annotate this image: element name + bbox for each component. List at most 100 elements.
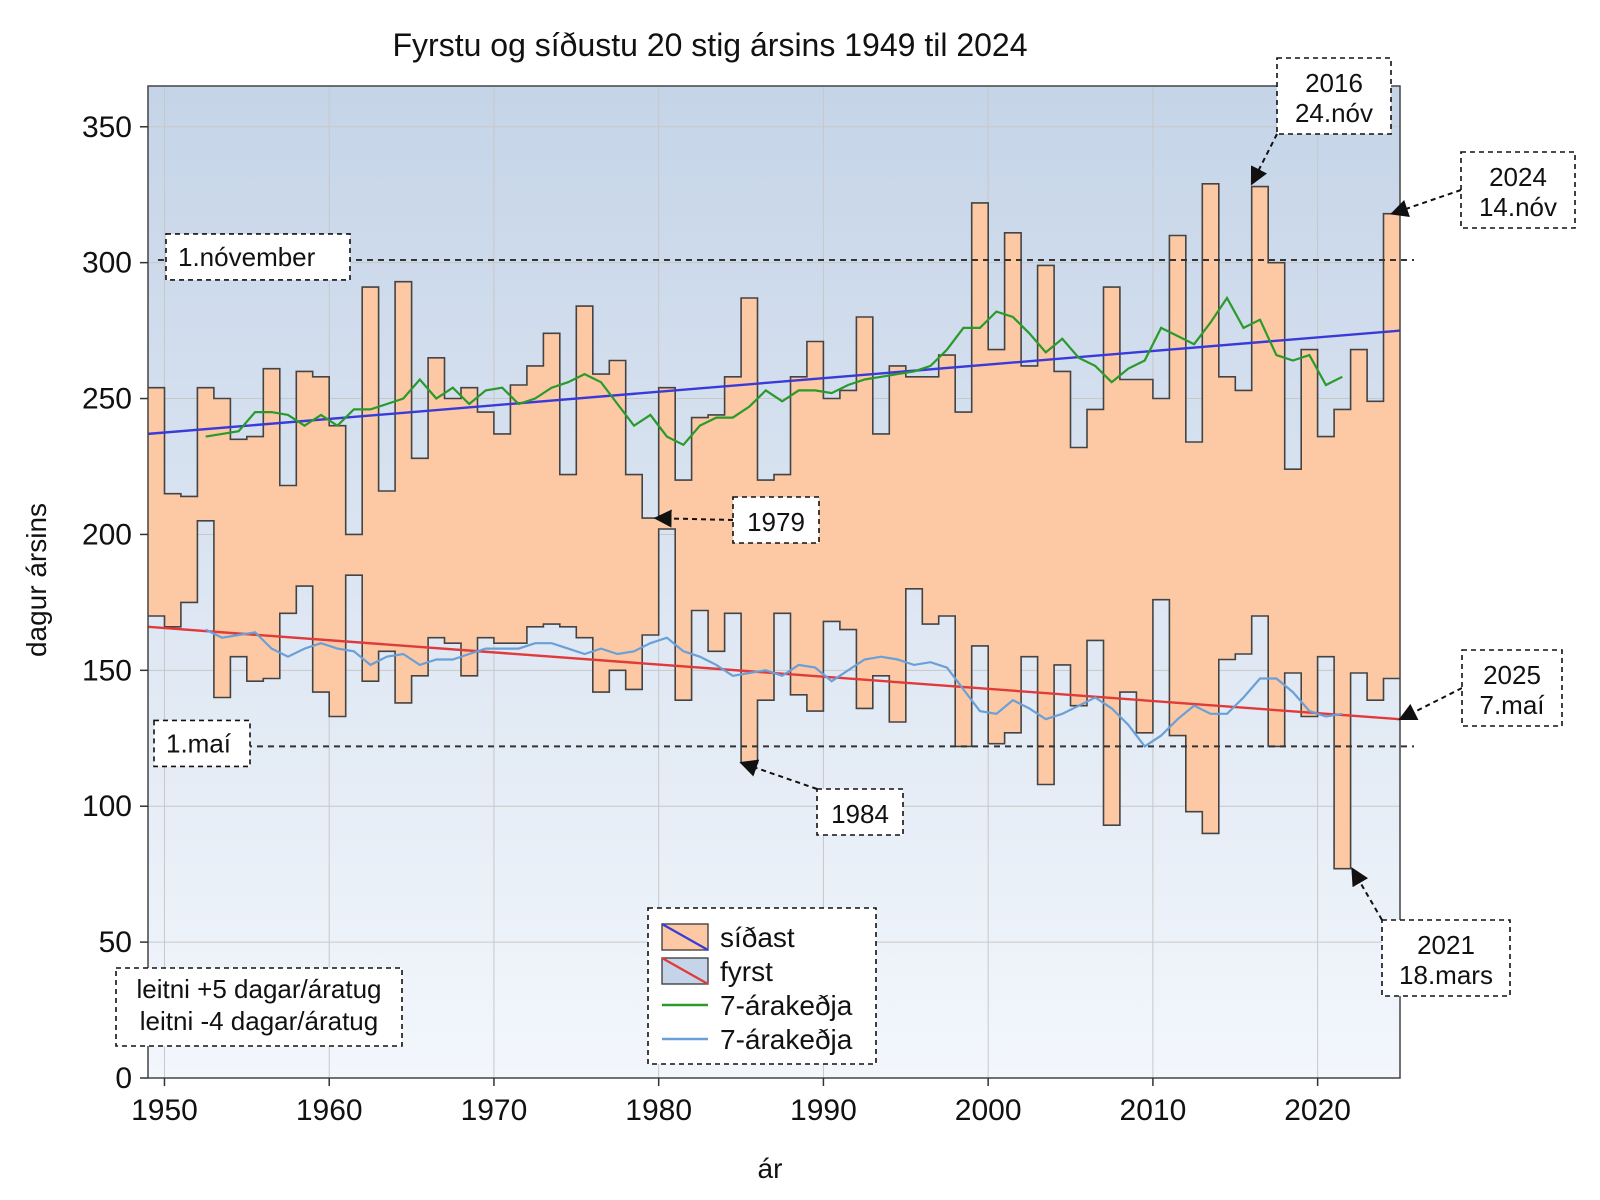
chart-title: Fyrstu og síðustu 20 stig ársins 1949 ti… xyxy=(392,27,1027,63)
x-tick-label-2010: 2010 xyxy=(1120,1094,1187,1127)
reference-lines: 1.nóvember 1.maí xyxy=(153,233,1414,768)
area-bar-1963 xyxy=(378,490,396,652)
moving-averages xyxy=(205,295,1343,748)
area-bar-1981 xyxy=(675,480,693,701)
area-bar-1965 xyxy=(411,458,429,676)
reference-label-1: 1.maí xyxy=(166,728,232,758)
info-line-1: leitni -4 dagar/áratug xyxy=(140,1006,378,1036)
area-bar-1968 xyxy=(461,387,479,676)
area-bar-1956 xyxy=(263,368,281,679)
ann-1984-text-0: 1984 xyxy=(831,799,889,829)
ann-2025-text-1: 7.maí xyxy=(1479,690,1545,720)
area-bar-1952 xyxy=(197,387,215,521)
area-bar-2022 xyxy=(1350,349,1368,674)
ann-2021-box xyxy=(1381,919,1511,997)
area-bar-1957 xyxy=(279,485,297,614)
area-bar-1984 xyxy=(724,376,742,614)
area-bar-1954 xyxy=(230,439,248,657)
area-bar-1959 xyxy=(312,376,330,693)
legend-label-3: 7-árakeðja xyxy=(720,1024,853,1055)
area-bar-2012 xyxy=(1185,442,1203,812)
area-bar-2018 xyxy=(1284,469,1302,674)
reference-label-box-0 xyxy=(165,233,351,281)
area-bar-2006 xyxy=(1087,409,1105,641)
area-bar-1978 xyxy=(625,474,643,690)
area-bar-1999 xyxy=(971,202,989,646)
area-bar-1987 xyxy=(774,474,792,614)
x-tick-label-2020: 2020 xyxy=(1284,1094,1351,1127)
axes: 1950 1960 1970 1980 1990 2000 2010 2020 0 50 100 15… xyxy=(82,111,1351,1127)
area-bar-1997 xyxy=(938,355,956,616)
y-tick-label-300: 300 xyxy=(82,247,132,280)
area-bar-2002 xyxy=(1021,365,1039,657)
ann-2016-text-1: 24.nóv xyxy=(1295,98,1373,128)
ann-2024-text-0: 2024 xyxy=(1489,162,1547,192)
ann-2016-text-0: 2016 xyxy=(1305,68,1363,98)
y-tick-label-50: 50 xyxy=(99,926,132,959)
x-tick-label-1950: 1950 xyxy=(131,1094,198,1127)
area-bar-2024 xyxy=(1383,213,1400,679)
area-bar-2023 xyxy=(1367,401,1385,701)
area-bar-2005 xyxy=(1070,447,1088,706)
area-bar-1992 xyxy=(856,317,874,709)
area-bar-2014 xyxy=(1218,376,1236,660)
series-first-outline xyxy=(148,520,1400,870)
ann-2016-box xyxy=(1276,57,1392,135)
legend-label-2: 7-árakeðja xyxy=(720,990,853,1021)
area-bar-1966 xyxy=(428,357,446,638)
info-box-frame xyxy=(115,967,403,1047)
y-tick-label-0: 0 xyxy=(115,1062,132,1095)
area-bar-1971 xyxy=(510,384,528,644)
area-fills xyxy=(148,183,1400,869)
area-bar-1983 xyxy=(708,414,726,652)
x-tick-label-1990: 1990 xyxy=(790,1094,857,1127)
area-bar-1969 xyxy=(477,412,495,638)
area-bar-1975 xyxy=(576,306,594,638)
area-bar-2017 xyxy=(1268,262,1286,747)
y-tick-label-250: 250 xyxy=(82,383,132,416)
y-tick-label-100: 100 xyxy=(82,790,132,823)
area-bar-1974 xyxy=(559,474,577,627)
area-bar-2015 xyxy=(1235,390,1253,655)
ann-2021-text-0: 2021 xyxy=(1417,930,1475,960)
area-bar-1995 xyxy=(905,376,923,589)
moving-average-last_avg xyxy=(205,295,1343,447)
y-tick-label-350: 350 xyxy=(82,111,132,144)
ann-2024-box xyxy=(1460,151,1576,229)
ann-1984-box xyxy=(816,788,904,836)
legend-swatch-line-1 xyxy=(661,957,709,985)
area-bar-1950 xyxy=(164,493,182,627)
x-tick-label-1960: 1960 xyxy=(296,1094,363,1127)
plot-frame xyxy=(147,85,1401,1079)
trend-line-síðast xyxy=(148,329,1400,436)
legend-label-0: síðast xyxy=(720,922,795,953)
area-bar-1967 xyxy=(444,398,462,644)
x-tick-label-1970: 1970 xyxy=(461,1094,528,1127)
area-bar-1961 xyxy=(345,534,363,576)
area-bar-1994 xyxy=(889,365,907,722)
area-bar-2009 xyxy=(1136,379,1154,733)
area-bar-1976 xyxy=(592,374,610,693)
ann-2025-box xyxy=(1461,649,1563,727)
moving-average-first_avg xyxy=(205,628,1343,748)
area-bar-1977 xyxy=(609,360,627,671)
area-bar-1979 xyxy=(642,518,660,635)
area-bar-2016 xyxy=(1251,186,1269,616)
x-axis-title: ár xyxy=(758,1153,783,1184)
area-bar-2013 xyxy=(1202,183,1220,834)
area-bar-2021 xyxy=(1334,409,1352,869)
area-bar-2001 xyxy=(1004,232,1022,733)
area-bar-1980 xyxy=(658,387,676,530)
ann-2021-arrow xyxy=(1351,867,1383,921)
ann-2024-arrow xyxy=(1390,189,1462,217)
y-tick-label-200: 200 xyxy=(82,518,132,551)
ann-1979-text-0: 1979 xyxy=(747,507,805,537)
area-bar-1998 xyxy=(955,412,973,747)
ann-2016-arrow xyxy=(1250,133,1278,186)
x-tick-label-2000: 2000 xyxy=(955,1094,1022,1127)
area-bar-2000 xyxy=(988,349,1006,744)
